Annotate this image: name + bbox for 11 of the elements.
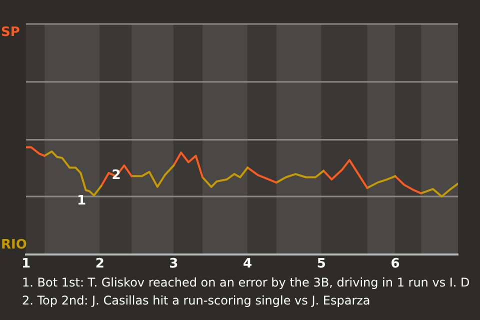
text: SP [1,24,20,40]
x-tick-label: 6 [390,256,400,272]
text: 1. Bot 1st: T. Gliskov reached on an error by the 3B, driving in 1 run vs I. D [22,275,470,290]
x-tick-label: 1 [21,256,31,272]
text: 2. Top 2nd: J. Casillas hit a run-scoring single vs J. Esparza [22,293,370,308]
x-tick-label: 5 [316,256,326,272]
x-tick-label: 3 [169,256,178,272]
annotation: 1 [76,194,86,209]
annotation: RIO [1,237,27,252]
x-tick-label: 2 [95,256,104,272]
x-tick-label: 4 [243,256,252,272]
